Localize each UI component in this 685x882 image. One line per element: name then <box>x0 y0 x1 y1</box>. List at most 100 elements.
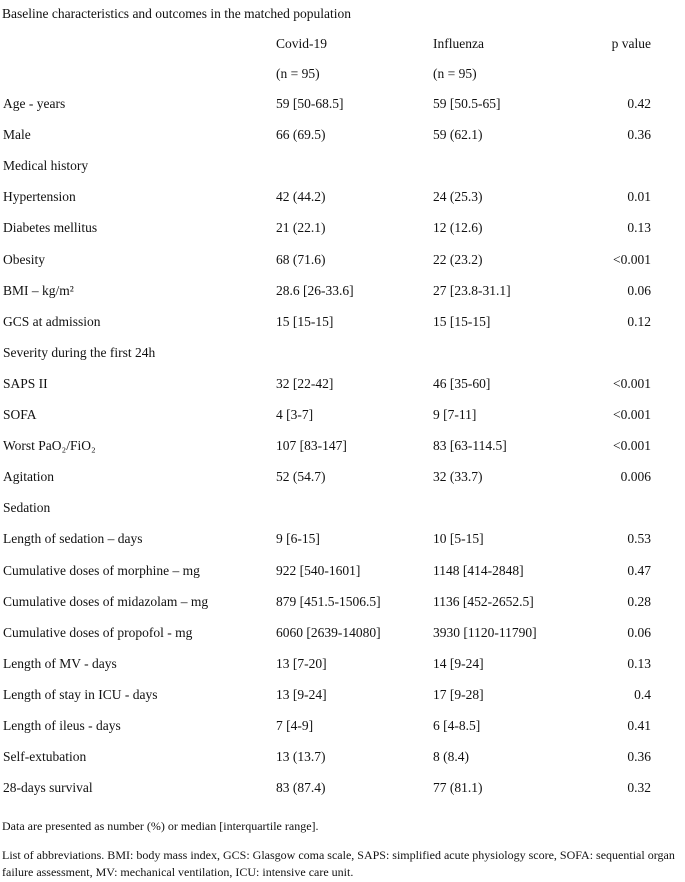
influenza-value: 77 (81.1) <box>433 780 483 796</box>
p-value: <0.001 <box>613 251 651 267</box>
table-row: Self-extubation 13 (13.7) 8 (8.4) 0.36 <box>0 749 685 780</box>
table-row: GCS at admission 15 [15-15] 15 [15-15] 0.12 <box>0 314 685 345</box>
table-row: Medical history <box>0 158 685 189</box>
table-row: Age - years 59 [50-68.5] 59 [50.5-65] 0.42 <box>0 96 685 127</box>
influenza-value: 3930 [1120-11790] <box>433 624 537 640</box>
row-label: Cumulative doses of propofol - mg <box>3 624 193 640</box>
p-value: 0.06 <box>627 624 651 640</box>
row-label: SOFA <box>3 407 37 422</box>
header-covid-n: (n = 95) <box>276 66 320 81</box>
row-label: 28-days survival <box>3 780 93 796</box>
p-value: 0.32 <box>627 780 651 796</box>
p-value: 0.53 <box>627 531 651 547</box>
table-row: SOFA 4 [3-7] 9 [7-11] <0.001 <box>0 407 685 438</box>
influenza-value: 22 (23.2) <box>433 251 483 267</box>
row-label: Self-extubation <box>3 749 87 765</box>
p-value: 0.13 <box>627 655 651 671</box>
row-label: Cumulative doses of midazolam – mg <box>3 593 209 609</box>
covid-value: 32 [22-42] <box>276 375 334 391</box>
covid-value: 83 (87.4) <box>276 780 326 796</box>
covid-value: 52 (54.7) <box>276 469 326 485</box>
covid-value: 42 (44.2) <box>276 189 326 205</box>
covid-value: 13 [7-20] <box>276 655 327 671</box>
influenza-value: 8 (8.4) <box>433 749 469 765</box>
p-value: 0.13 <box>627 220 651 236</box>
row-label: Cumulative doses of morphine – mg <box>3 562 200 578</box>
influenza-value: 59 [50.5-65] <box>433 96 501 111</box>
row-label: GCS at admission <box>3 313 101 329</box>
row-label: Medical history <box>3 158 89 174</box>
row-label: Worst PaO₂/FiO₂ <box>3 438 96 454</box>
table-row: SAPS II 32 [22-42] 46 [35-60] <0.001 <box>0 376 685 407</box>
footnote-abbreviations: List of abbreviations. BMI: body mass in… <box>2 848 675 879</box>
header-p-value: p value <box>611 36 651 51</box>
row-label: Male <box>3 127 31 143</box>
table-title: Baseline characteristics and outcomes in… <box>2 6 352 21</box>
covid-value: 66 (69.5) <box>276 127 326 143</box>
row-label: Length of MV - days <box>3 655 117 671</box>
covid-value: 13 [9-24] <box>276 686 327 702</box>
table-row: Cumulative doses of morphine – mg 922 [54… <box>0 563 685 594</box>
influenza-value: 24 (25.3) <box>433 189 483 205</box>
table-row: Cumulative doses of propofol - mg 6060 [2… <box>0 625 685 656</box>
row-label: BMI – kg/m² <box>3 282 74 298</box>
row-label: Agitation <box>3 469 54 485</box>
covid-value: 879 [451.5-1506.5] <box>276 593 381 609</box>
p-value: 0.42 <box>627 96 651 111</box>
p-value: <0.001 <box>613 407 651 422</box>
p-value: <0.001 <box>613 438 651 454</box>
table-row: Obesity 68 (71.6) 22 (23.2) <0.001 <box>0 252 685 283</box>
header-influenza: Influenza <box>433 36 484 51</box>
table-row: Worst PaO₂/FiO₂ 107 [83-147] 83 [63-114.5]… <box>0 438 685 469</box>
table-row: Agitation 52 (54.7) 32 (33.7) 0.006 <box>0 469 685 500</box>
row-label: Hypertension <box>3 189 76 205</box>
row-label: Length of ileus - days <box>3 718 121 733</box>
influenza-value: 15 [15-15] <box>433 313 491 329</box>
p-value: 0.47 <box>627 562 651 578</box>
row-label: Obesity <box>3 251 45 267</box>
table-row: Length of ileus - days 7 [4-9] 6 [4-8.5] 0.… <box>0 718 685 749</box>
influenza-value: 46 [35-60] <box>433 375 491 391</box>
covid-value: 7 [4-9] <box>276 718 314 733</box>
p-value: 0.006 <box>620 469 651 485</box>
p-value: 0.28 <box>627 593 651 609</box>
p-value: 0.36 <box>627 749 651 765</box>
table-row: Cumulative doses of midazolam – mg 879 [4… <box>0 594 685 625</box>
p-value: 0.06 <box>627 282 651 298</box>
header-covid: Covid-19 <box>276 36 328 51</box>
row-label: Sedation <box>3 500 51 516</box>
covid-value: 6060 [2639-14080] <box>276 624 381 640</box>
row-label: Severity during the first 24h <box>3 344 156 360</box>
table-row: Length of stay in ICU - days 13 [9-24] 17 … <box>0 687 685 718</box>
table-row: Male 66 (69.5) 59 (62.1) 0.36 <box>0 127 685 158</box>
covid-value: 107 [83-147] <box>276 438 347 454</box>
covid-value: 21 (22.1) <box>276 220 326 236</box>
p-value: 0.12 <box>627 313 651 329</box>
row-label: Length of stay in ICU - days <box>3 686 158 702</box>
influenza-value: 27 [23.8-31.1] <box>433 282 511 298</box>
table-row: Length of sedation – days 9 [6-15] 10 [5-1… <box>0 531 685 562</box>
covid-value: 28.6 [26-33.6] <box>276 282 354 298</box>
influenza-value: 6 [4-8.5] <box>433 718 481 733</box>
header-influenza-n: (n = 95) <box>433 66 477 81</box>
influenza-value: 9 [7-11] <box>433 407 477 422</box>
influenza-value: 83 [63-114.5] <box>433 438 507 454</box>
covid-value: 4 [3-7] <box>276 407 314 422</box>
header-n-row: (n = 95) (n = 95) <box>0 66 685 97</box>
influenza-value: 14 [9-24] <box>433 655 484 671</box>
influenza-value: 59 (62.1) <box>433 127 483 143</box>
table-row: BMI – kg/m² 28.6 [26-33.6] 27 [23.8-31.1] 0… <box>0 283 685 314</box>
table-row: Diabetes mellitus 21 (22.1) 12 (12.6) 0.13 <box>0 220 685 251</box>
covid-value: 13 (13.7) <box>276 749 326 765</box>
header-row: Covid-19 Influenza p value <box>0 36 685 67</box>
influenza-value: 12 (12.6) <box>433 220 483 236</box>
table-row: Hypertension 42 (44.2) 24 (25.3) 0.01 <box>0 189 685 220</box>
table-row: Length of MV - days 13 [7-20] 14 [9-24] 0.1… <box>0 656 685 687</box>
row-label: SAPS II <box>3 375 48 391</box>
table-row: 28-days survival 83 (87.4) 77 (81.1) 0.32 <box>0 780 685 811</box>
p-value: 0.4 <box>634 686 651 702</box>
covid-value: 68 (71.6) <box>276 251 326 267</box>
influenza-value: 1148 [414-2848] <box>433 562 524 578</box>
p-value: <0.001 <box>613 375 651 391</box>
covid-value: 9 [6-15] <box>276 531 320 547</box>
